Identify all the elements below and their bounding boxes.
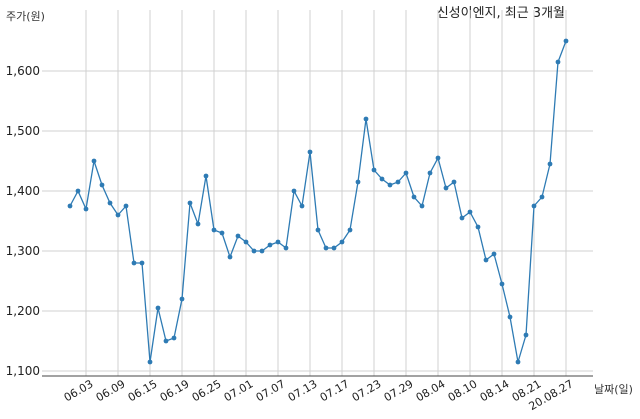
x-tick-label: 07.01	[222, 377, 256, 404]
y-tick-label: 1,400	[6, 184, 40, 198]
x-tick-label: 07.07	[254, 377, 288, 404]
data-point	[443, 185, 449, 191]
data-point	[339, 239, 345, 245]
x-tick-labels: 06.0306.0906.1506.1906.2507.0107.0707.13…	[62, 377, 576, 413]
x-tick-label: 07.23	[350, 377, 384, 404]
x-tick-label: 08.14	[478, 377, 512, 404]
data-point	[91, 158, 97, 164]
data-point	[547, 161, 553, 167]
data-point	[379, 176, 385, 182]
data-point	[227, 254, 233, 260]
data-point	[371, 167, 377, 173]
data-point	[467, 209, 473, 215]
data-point	[331, 245, 337, 251]
data-point	[107, 200, 113, 206]
data-point	[459, 215, 465, 221]
data-point	[387, 182, 393, 188]
data-point	[147, 359, 153, 365]
y-tick-label: 1,100	[6, 364, 40, 378]
x-tick-label: 07.29	[382, 377, 416, 404]
data-point	[451, 179, 457, 185]
y-tick-label: 1,500	[6, 124, 40, 138]
y-tick-label: 1,200	[6, 304, 40, 318]
y-gridlines	[42, 70, 593, 372]
data-point	[347, 227, 353, 233]
series-line	[69, 40, 567, 363]
data-point	[83, 206, 89, 212]
x-tick-label: 06.09	[94, 377, 128, 404]
data-point	[563, 38, 569, 44]
x-tick-label: 08.04	[414, 377, 448, 404]
x-gridlines	[85, 10, 567, 376]
price-series	[67, 38, 569, 365]
data-point	[251, 248, 257, 254]
data-point	[307, 149, 313, 155]
data-point	[267, 242, 273, 248]
data-point	[219, 230, 225, 236]
data-point	[179, 296, 185, 302]
data-point	[275, 239, 281, 245]
data-point	[259, 248, 265, 254]
data-point	[355, 179, 361, 185]
x-tick-label: 06.15	[126, 377, 160, 404]
data-point	[475, 224, 481, 230]
data-point	[163, 338, 169, 344]
data-point	[187, 200, 193, 206]
data-point	[155, 305, 161, 311]
y-tick-labels: 1,100 1,200 1,300 1,400 1,500 1,600	[6, 64, 40, 378]
data-point	[283, 245, 289, 251]
data-point	[539, 194, 545, 200]
data-point	[395, 179, 401, 185]
data-point	[235, 233, 241, 239]
data-point	[67, 203, 73, 209]
data-point	[531, 203, 537, 209]
data-point	[323, 245, 329, 251]
x-tick-label: 06.25	[190, 377, 224, 404]
x-tick-label: 06.03	[62, 377, 96, 404]
data-point	[515, 359, 521, 365]
data-point	[115, 212, 121, 218]
data-point	[99, 182, 105, 188]
data-point	[131, 260, 137, 266]
data-point	[411, 194, 417, 200]
data-point	[427, 170, 433, 176]
data-point	[243, 239, 249, 245]
data-point	[523, 332, 529, 338]
y-tick-label: 1,300	[6, 244, 40, 258]
data-point	[483, 257, 489, 263]
data-point	[403, 170, 409, 176]
data-point	[171, 335, 177, 341]
data-point	[123, 203, 129, 209]
x-tick-label: 08.10	[446, 377, 480, 404]
data-point	[75, 188, 81, 194]
data-point	[299, 203, 305, 209]
data-point	[363, 116, 369, 122]
data-point	[499, 281, 505, 287]
data-point	[507, 314, 513, 320]
data-point	[139, 260, 145, 266]
data-point	[555, 59, 561, 65]
data-point	[203, 173, 209, 179]
data-point	[491, 251, 497, 257]
data-point	[435, 155, 441, 161]
data-point	[419, 203, 425, 209]
data-point	[211, 227, 217, 233]
data-point	[291, 188, 297, 194]
y-tick-label: 1,600	[6, 64, 40, 78]
x-tick-label: 06.19	[158, 377, 192, 404]
data-point	[315, 227, 321, 233]
data-point	[195, 221, 201, 227]
x-axis-label: 날짜(일)	[594, 382, 633, 396]
chart-title: 신성이엔지, 최근 3개월	[437, 6, 565, 21]
x-tick-label: 07.17	[318, 377, 352, 404]
x-tick-label: 07.13	[286, 377, 320, 404]
y-axis-label: 주가(원)	[6, 10, 45, 23]
